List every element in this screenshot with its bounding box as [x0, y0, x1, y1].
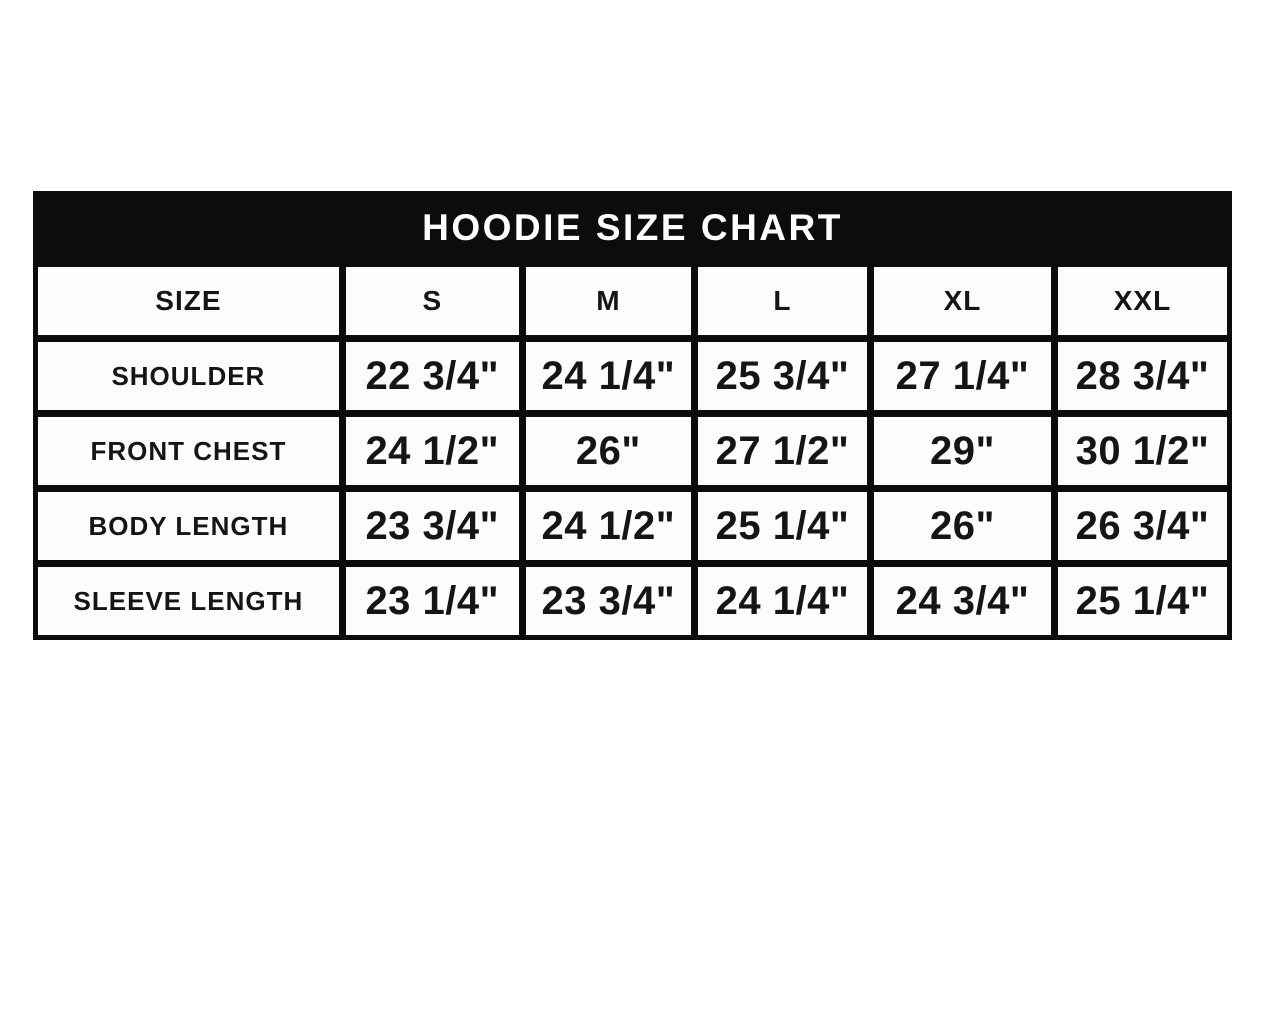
cell-body-length-s: 23 3/4"	[345, 492, 519, 560]
row-label-body-length: BODY LENGTH	[38, 492, 339, 560]
cell-body-length-l: 25 1/4"	[697, 492, 867, 560]
column-header-xl: XL	[873, 267, 1051, 335]
row-label-sleeve-length: SLEEVE LENGTH	[38, 567, 339, 635]
cell-body-length-m: 24 1/2"	[525, 492, 691, 560]
cell-shoulder-xxl: 28 3/4"	[1057, 342, 1227, 410]
cell-sleeve-length-xxl: 25 1/4"	[1057, 567, 1227, 635]
column-header-l: L	[697, 267, 867, 335]
cell-shoulder-l: 25 3/4"	[697, 342, 867, 410]
cell-front-chest-l: 27 1/2"	[697, 417, 867, 485]
hoodie-size-chart-table: HOODIE SIZE CHART SIZE S M L XL XXL SHOU…	[33, 191, 1232, 640]
cell-shoulder-m: 24 1/4"	[525, 342, 691, 410]
cell-front-chest-xxl: 30 1/2"	[1057, 417, 1227, 485]
cell-body-length-xl: 26"	[873, 492, 1051, 560]
row-label-front-chest: FRONT CHEST	[38, 417, 339, 485]
cell-front-chest-xl: 29"	[873, 417, 1051, 485]
cell-front-chest-s: 24 1/2"	[345, 417, 519, 485]
cell-shoulder-xl: 27 1/4"	[873, 342, 1051, 410]
column-header-size: SIZE	[38, 267, 339, 335]
row-label-shoulder: SHOULDER	[38, 342, 339, 410]
column-header-m: M	[525, 267, 691, 335]
column-header-s: S	[345, 267, 519, 335]
chart-title: HOODIE SIZE CHART	[38, 196, 1227, 260]
cell-shoulder-s: 22 3/4"	[345, 342, 519, 410]
cell-sleeve-length-l: 24 1/4"	[697, 567, 867, 635]
cell-sleeve-length-xl: 24 3/4"	[873, 567, 1051, 635]
cell-front-chest-m: 26"	[525, 417, 691, 485]
column-header-xxl: XXL	[1057, 267, 1227, 335]
cell-sleeve-length-m: 23 3/4"	[525, 567, 691, 635]
cell-body-length-xxl: 26 3/4"	[1057, 492, 1227, 560]
cell-sleeve-length-s: 23 1/4"	[345, 567, 519, 635]
